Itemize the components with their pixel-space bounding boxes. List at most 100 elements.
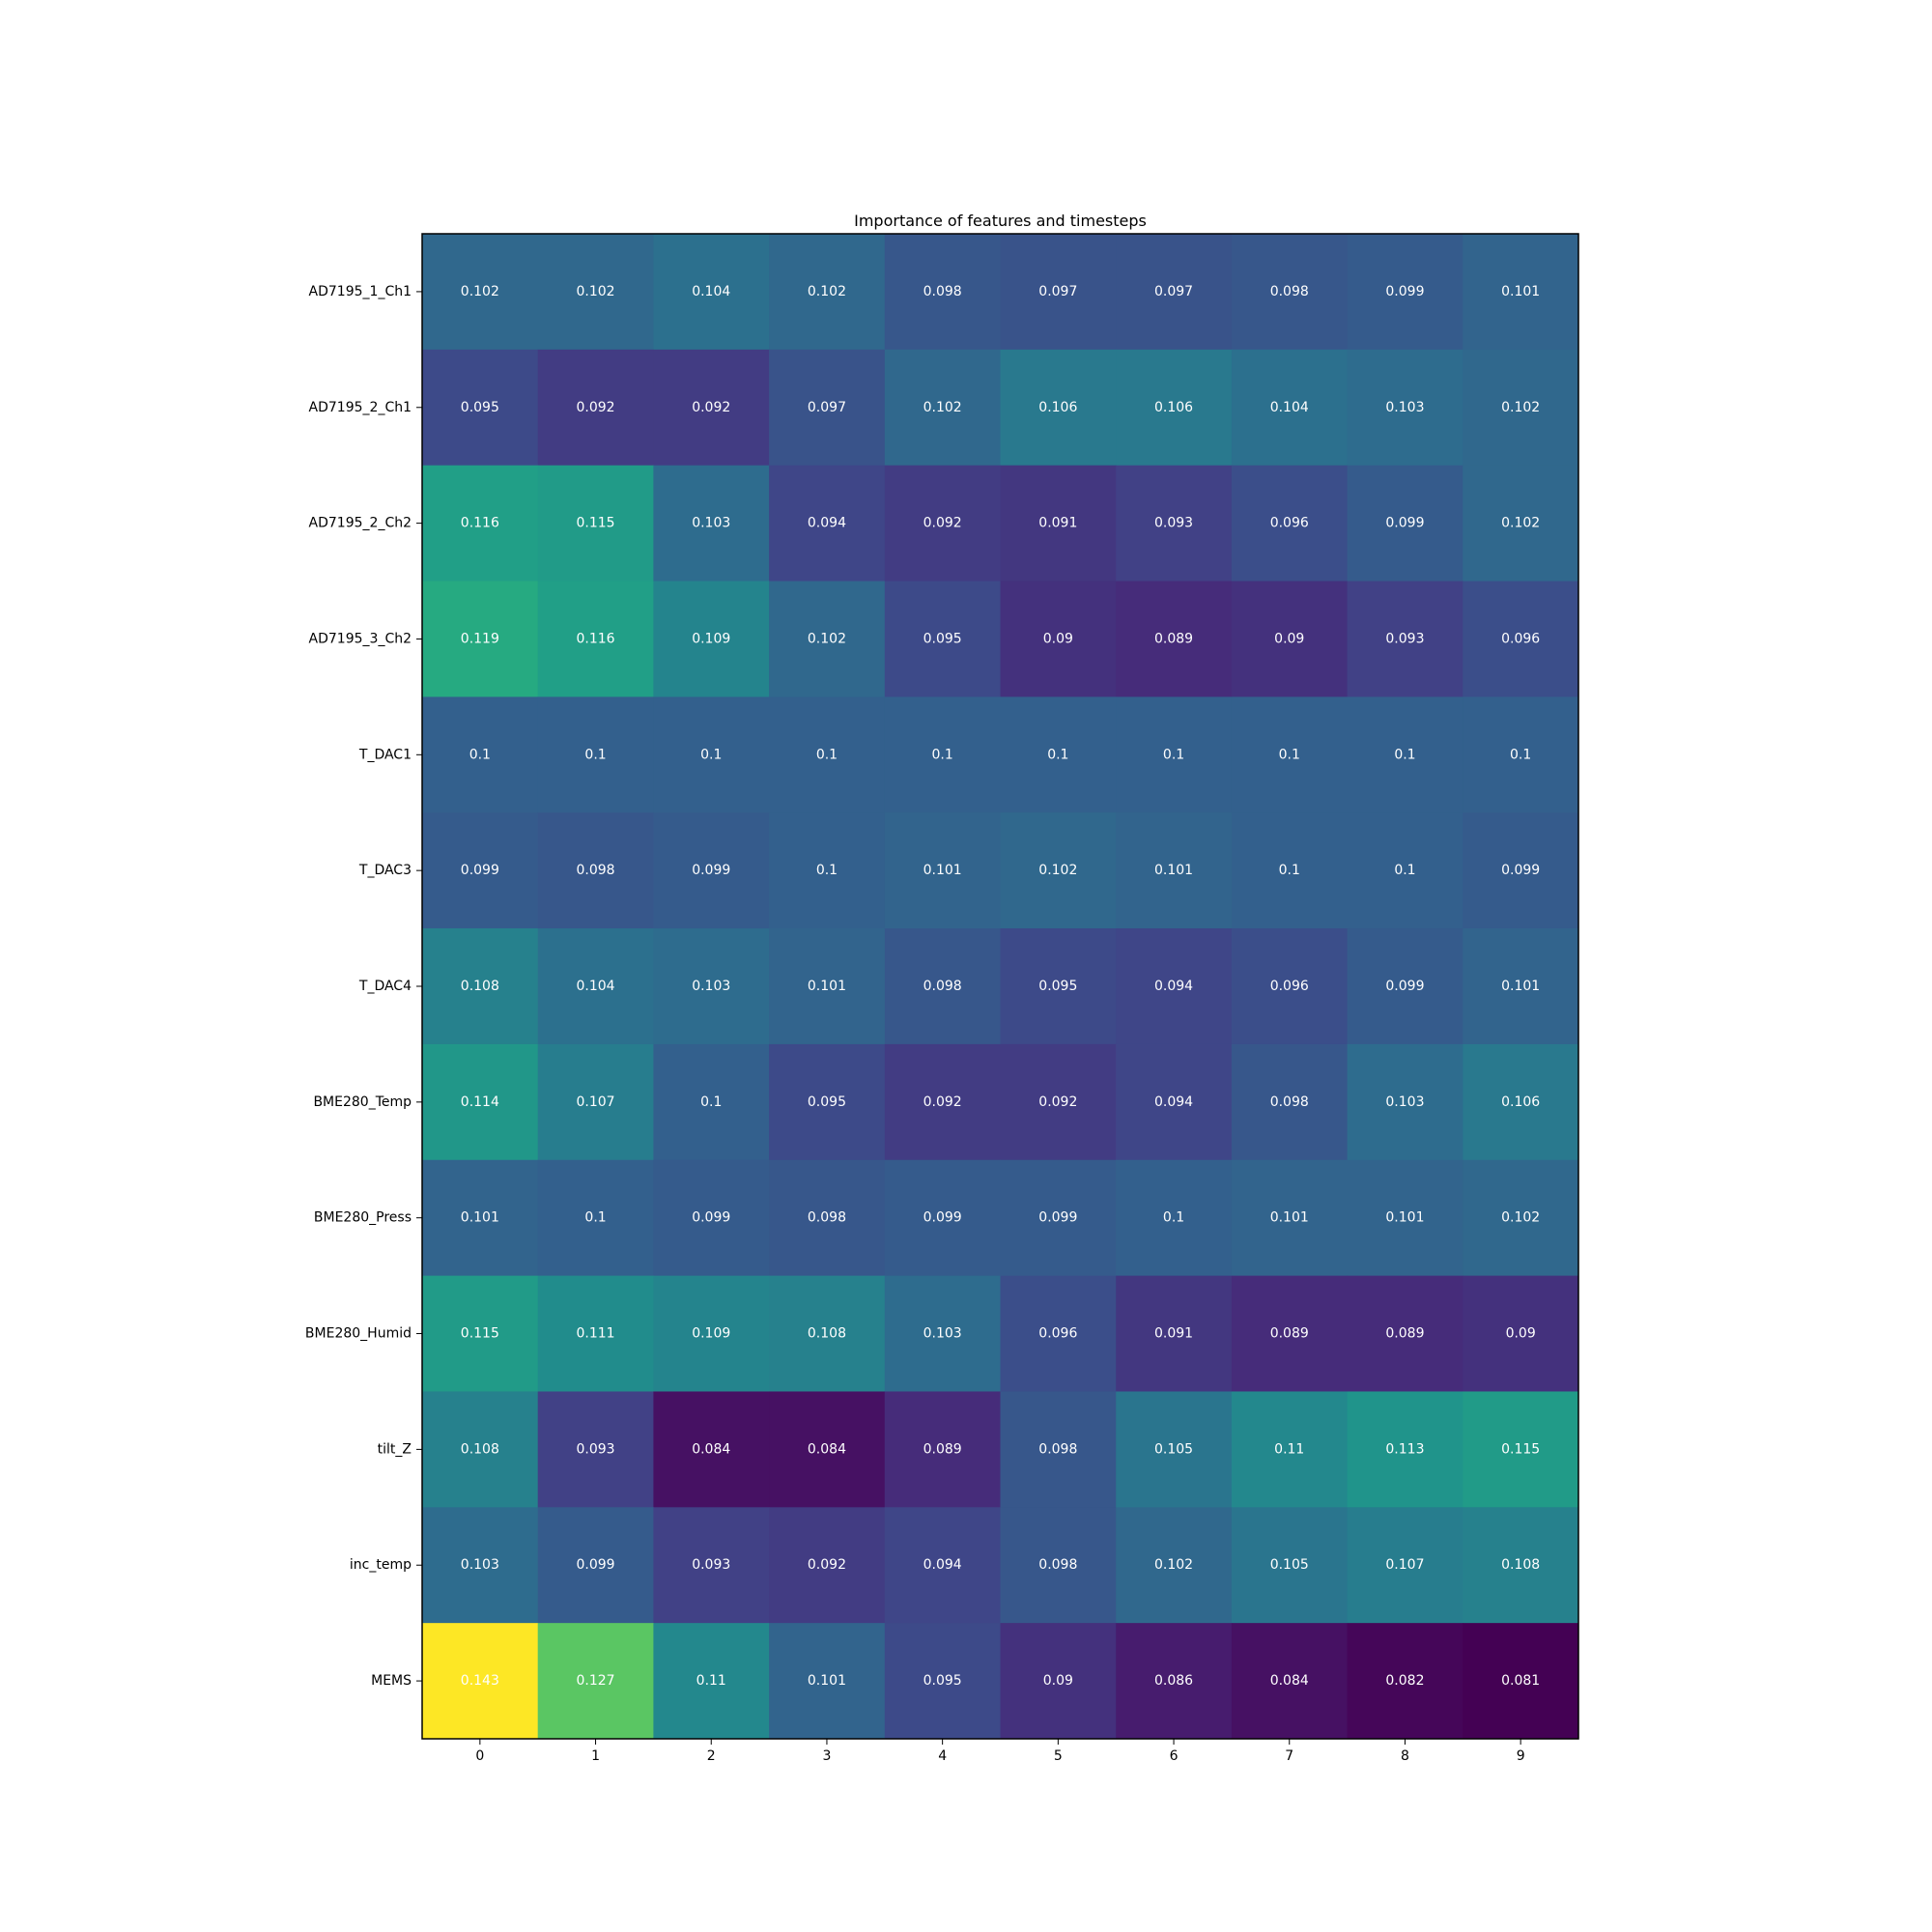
- cell-value-label: 0.091: [1154, 1326, 1193, 1342]
- heatmap-cell: [1116, 812, 1233, 929]
- cell-value-label: 0.107: [577, 1094, 615, 1110]
- heatmap-cell: [1463, 928, 1579, 1045]
- cell-value-label: 0.103: [923, 1326, 962, 1342]
- x-tick-label: 2: [707, 1748, 716, 1764]
- y-tick-label: BME280_Temp: [313, 1094, 412, 1110]
- cell-value-label: 0.101: [1501, 284, 1540, 299]
- heatmap-cell: [1000, 696, 1117, 813]
- heatmap-cell: [422, 1391, 539, 1508]
- heatmap-cell: [1231, 696, 1349, 813]
- cell-value-label: 0.102: [1038, 863, 1077, 878]
- cell-value-label: 0.098: [1270, 1094, 1309, 1110]
- heatmap-cell: [1000, 928, 1117, 1045]
- cell-value-label: 0.089: [1270, 1326, 1309, 1342]
- cell-value-label: 0.1: [584, 747, 606, 762]
- cell-value-label: 0.09: [1506, 1326, 1536, 1342]
- heatmap-cell: [1347, 349, 1463, 467]
- cell-value-label: 0.11: [1274, 1441, 1304, 1457]
- heatmap-cell: [537, 1391, 654, 1508]
- heatmap-cell: [1000, 1275, 1117, 1392]
- heatmap-cell: [1231, 1159, 1349, 1277]
- heatmap-cell: [884, 581, 1001, 697]
- heatmap-cell: [653, 234, 770, 351]
- cell-value-label: 0.1: [700, 747, 722, 762]
- heatmap-cell: [653, 1623, 770, 1740]
- heatmap-cell: [1347, 928, 1463, 1045]
- cell-value-label: 0.127: [577, 1673, 615, 1689]
- heatmap-cell: [1347, 1623, 1463, 1740]
- heatmap-cell: [1463, 1275, 1579, 1392]
- cell-value-label: 0.089: [1385, 1326, 1424, 1342]
- heatmap-cell: [884, 696, 1001, 813]
- heatmap-cell: [1347, 1159, 1463, 1277]
- cell-value-label: 0.093: [692, 1557, 730, 1573]
- chart-title: Importance of features and timesteps: [854, 212, 1147, 230]
- cell-value-label: 0.106: [1038, 400, 1077, 415]
- heatmap-cell: [1463, 349, 1579, 467]
- heatmap-cell: [1231, 1043, 1349, 1161]
- cell-value-label: 0.092: [808, 1557, 846, 1573]
- cell-value-label: 0.102: [808, 284, 846, 299]
- heatmap-cell: [884, 234, 1001, 351]
- cell-value-label: 0.101: [1154, 863, 1193, 878]
- cell-value-label: 0.102: [808, 631, 846, 646]
- heatmap-cell: [1231, 465, 1349, 582]
- cell-value-label: 0.094: [1154, 1094, 1193, 1110]
- heatmap-cell: [537, 1507, 654, 1624]
- cell-value-label: 0.082: [1385, 1673, 1424, 1689]
- x-tick-label: 4: [938, 1748, 947, 1764]
- heatmap-cell: [537, 812, 654, 929]
- heatmap-cell: [1231, 1275, 1349, 1392]
- cell-value-label: 0.105: [1270, 1557, 1309, 1573]
- heatmap-cell: [1000, 1391, 1117, 1508]
- heatmap-cell: [422, 812, 539, 929]
- cell-value-label: 0.116: [577, 631, 615, 646]
- x-tick-label: 3: [822, 1748, 831, 1764]
- heatmap-cell: [769, 1391, 886, 1508]
- heatmap-cell: [769, 1507, 886, 1624]
- cell-value-label: 0.099: [923, 1210, 962, 1226]
- cell-value-label: 0.096: [1038, 1326, 1077, 1342]
- cell-value-label: 0.1: [1394, 863, 1415, 878]
- cell-value-label: 0.09: [1043, 1673, 1073, 1689]
- cell-value-label: 0.099: [692, 1210, 730, 1226]
- cell-value-label: 0.09: [1274, 631, 1304, 646]
- heatmap-cell: [1347, 812, 1463, 929]
- cell-value-label: 0.108: [1501, 1557, 1540, 1573]
- cell-value-label: 0.108: [461, 1441, 499, 1457]
- cell-value-label: 0.089: [923, 1441, 962, 1457]
- heatmap-cell: [1231, 928, 1349, 1045]
- cell-value-label: 0.111: [577, 1326, 615, 1342]
- cell-value-label: 0.095: [461, 400, 499, 415]
- cell-value-label: 0.104: [1270, 400, 1309, 415]
- heatmap-cell: [537, 1043, 654, 1161]
- cell-value-label: 0.102: [1501, 1210, 1540, 1226]
- cell-value-label: 0.115: [577, 516, 615, 531]
- heatmap-cell: [537, 1623, 654, 1740]
- heatmap-cell: [1116, 1275, 1233, 1392]
- heatmap-cell: [1347, 1391, 1463, 1508]
- cell-value-label: 0.104: [692, 284, 730, 299]
- cell-value-label: 0.102: [1501, 400, 1540, 415]
- x-axis-ticks: 0 1 2 3 4 5 6 7 8 9: [475, 1739, 1525, 1764]
- heatmap-cell: [653, 581, 770, 697]
- heatmap-cell: [769, 696, 886, 813]
- cell-value-label: 0.105: [1154, 1441, 1193, 1457]
- heatmap-cell: [1000, 1159, 1117, 1277]
- heatmap-cell: [1231, 1507, 1349, 1624]
- cell-value-label: 0.101: [923, 863, 962, 878]
- cell-value-label: 0.143: [461, 1673, 499, 1689]
- heatmap-cell: [1231, 1623, 1349, 1740]
- heatmap-cell: [1463, 581, 1579, 697]
- heatmap-cell: [1000, 234, 1117, 351]
- cell-value-label: 0.108: [461, 979, 499, 994]
- cell-value-label: 0.1: [1394, 747, 1415, 762]
- cell-value-label: 0.091: [1038, 516, 1077, 531]
- cell-value-label: 0.107: [1385, 1557, 1424, 1573]
- heatmap-cell-labels: 0.102 0.102 0.104 0.102 0.098 0.097 0.097 0.098…: [461, 284, 1540, 1689]
- cell-value-label: 0.096: [1270, 979, 1309, 994]
- cell-value-label: 0.095: [1038, 979, 1077, 994]
- cell-value-label: 0.094: [808, 516, 846, 531]
- heatmap-cell: [653, 696, 770, 813]
